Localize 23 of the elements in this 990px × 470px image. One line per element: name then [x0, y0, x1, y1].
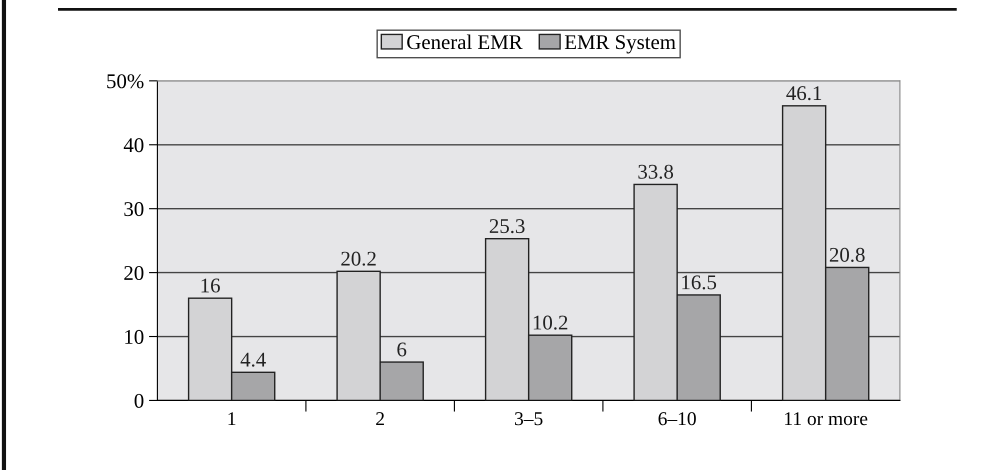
data-label: 16	[202, 278, 220, 293]
x-tick-label: 1	[228, 412, 236, 426]
y-tick-label: 30	[124, 202, 144, 216]
data-label: 20.8	[830, 248, 865, 262]
x-tick-label: 6–10	[658, 412, 696, 426]
x-tick-label: 3–5	[515, 412, 542, 426]
y-tick-label: 0	[134, 394, 144, 408]
data-label: 20.2	[341, 252, 376, 266]
x-tick-label: 2	[376, 412, 384, 426]
data-label: 6	[397, 342, 406, 356]
y-tick-label: 20	[124, 266, 144, 280]
data-label: 10.2	[534, 316, 568, 330]
y-tick-label: 40	[124, 138, 144, 152]
legend-label: EMR System	[564, 35, 676, 54]
y-tick-label: 10	[125, 330, 144, 344]
data-label: 33.8	[638, 164, 674, 179]
y-tick-label: 50%	[107, 74, 144, 88]
data-label: 25.3	[490, 219, 525, 234]
data-label: 46.1	[786, 86, 822, 100]
x-tick-label: 11 or more	[785, 412, 868, 426]
legend-label: General EMR	[407, 34, 523, 50]
data-label: 4.4	[240, 352, 266, 367]
data-label: 16.5	[682, 275, 716, 290]
